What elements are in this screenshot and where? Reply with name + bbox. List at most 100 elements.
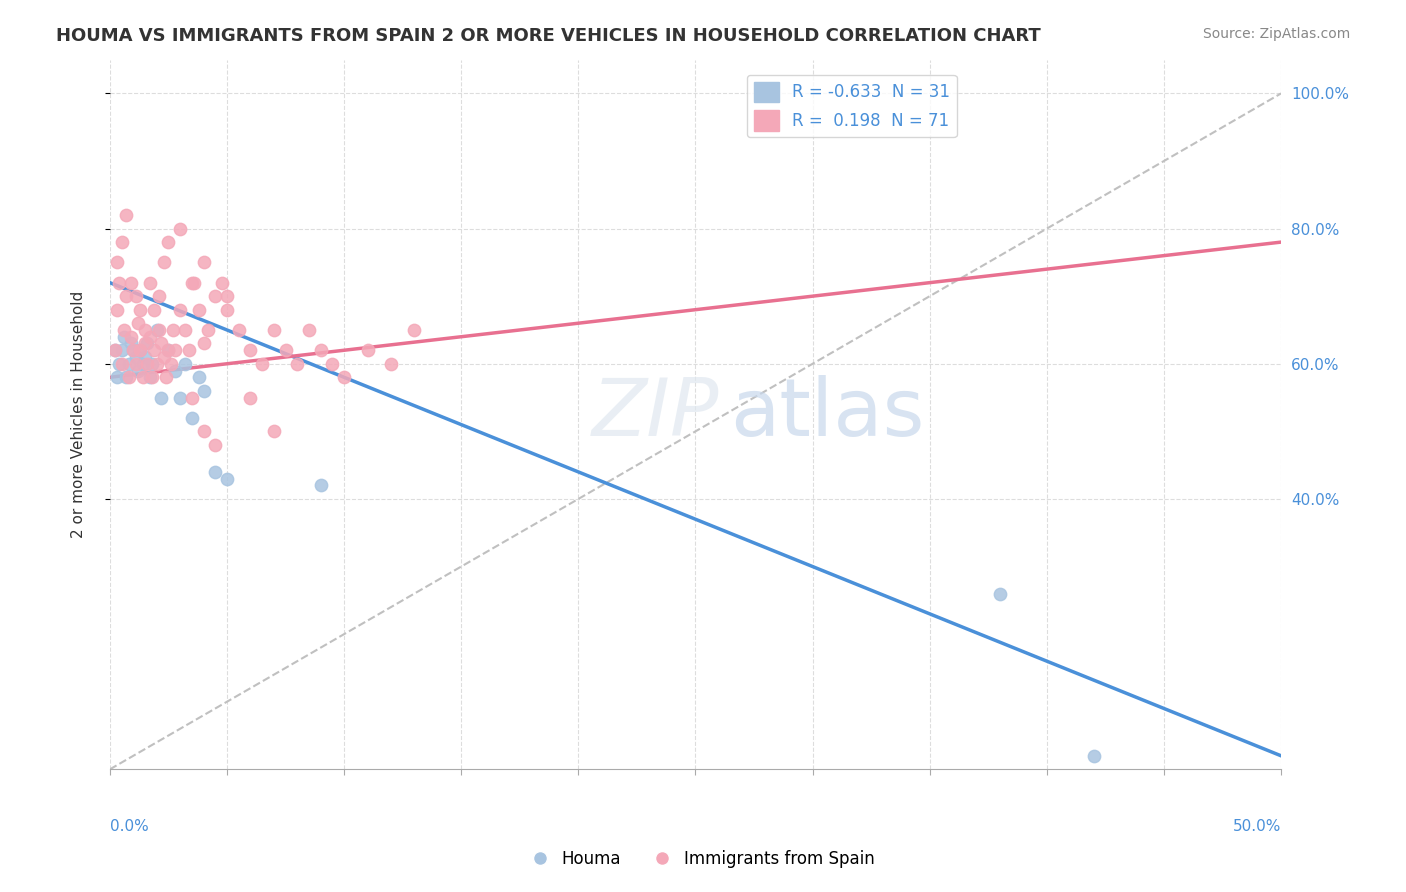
Point	[197, 323, 219, 337]
Point	[215, 302, 238, 317]
Point	[180, 276, 202, 290]
Point	[356, 343, 378, 358]
Point	[143, 302, 166, 317]
Point	[122, 343, 145, 358]
Point	[110, 235, 132, 249]
Point	[117, 357, 139, 371]
Point	[141, 357, 163, 371]
Point	[263, 323, 285, 337]
Point	[117, 370, 139, 384]
Point	[112, 329, 135, 343]
Point	[239, 391, 262, 405]
Text: Source: ZipAtlas.com: Source: ZipAtlas.com	[1202, 27, 1350, 41]
Point	[204, 289, 226, 303]
Point	[169, 221, 191, 235]
Point	[309, 343, 332, 358]
Point	[105, 255, 128, 269]
Point	[129, 302, 152, 317]
Point	[179, 343, 201, 358]
Point	[124, 357, 146, 371]
Point	[134, 336, 156, 351]
Point	[228, 323, 250, 337]
Point	[120, 336, 142, 351]
Point	[239, 343, 262, 358]
Point	[173, 323, 195, 337]
Point	[112, 323, 135, 337]
Point	[157, 235, 180, 249]
Point	[122, 343, 145, 358]
Point	[159, 357, 181, 371]
Legend: Houma, Immigrants from Spain: Houma, Immigrants from Spain	[524, 844, 882, 875]
Text: atlas: atlas	[731, 376, 925, 453]
Point	[115, 289, 138, 303]
Point	[250, 357, 273, 371]
Point	[165, 363, 187, 377]
Point	[404, 323, 426, 337]
Point	[110, 343, 132, 358]
Point	[148, 323, 170, 337]
Point	[127, 363, 149, 377]
Point	[155, 370, 177, 384]
Point	[115, 370, 138, 384]
Point	[105, 370, 128, 384]
Point	[204, 438, 226, 452]
Text: ZIP: ZIP	[592, 376, 718, 453]
Point	[193, 336, 215, 351]
Point	[180, 391, 202, 405]
Point	[136, 357, 159, 371]
Point	[150, 336, 173, 351]
Point	[115, 208, 138, 222]
Point	[134, 350, 156, 364]
Point	[274, 343, 297, 358]
Point	[103, 343, 125, 358]
Point	[138, 329, 160, 343]
Point	[187, 302, 209, 317]
Point	[157, 343, 180, 358]
Point	[138, 276, 160, 290]
Point	[180, 410, 202, 425]
Text: 0.0%: 0.0%	[110, 819, 149, 834]
Point	[129, 343, 152, 358]
Point	[285, 357, 308, 371]
Point	[193, 425, 215, 439]
Point	[321, 357, 343, 371]
Point	[215, 289, 238, 303]
Point	[134, 323, 156, 337]
Text: 50.0%: 50.0%	[1233, 819, 1281, 834]
Point	[193, 384, 215, 398]
Point	[211, 276, 233, 290]
Text: HOUMA VS IMMIGRANTS FROM SPAIN 2 OR MORE VEHICLES IN HOUSEHOLD CORRELATION CHART: HOUMA VS IMMIGRANTS FROM SPAIN 2 OR MORE…	[56, 27, 1040, 45]
Point	[148, 289, 170, 303]
Point	[162, 323, 184, 337]
Legend: R = -0.633  N = 31, R =  0.198  N = 71: R = -0.633 N = 31, R = 0.198 N = 71	[747, 75, 956, 137]
Point	[103, 343, 125, 358]
Point	[143, 343, 166, 358]
Point	[145, 357, 167, 371]
Point	[193, 255, 215, 269]
Point	[150, 391, 173, 405]
Point	[988, 586, 1011, 600]
Point	[120, 276, 142, 290]
Point	[333, 370, 356, 384]
Point	[152, 255, 174, 269]
Point	[169, 391, 191, 405]
Point	[204, 465, 226, 479]
Point	[263, 425, 285, 439]
Point	[380, 357, 402, 371]
Point	[173, 357, 195, 371]
Point	[136, 336, 159, 351]
Point	[298, 323, 321, 337]
Point	[215, 472, 238, 486]
Point	[309, 478, 332, 492]
Point	[124, 350, 146, 364]
Point	[129, 343, 152, 358]
Point	[105, 302, 128, 317]
Y-axis label: 2 or more Vehicles in Household: 2 or more Vehicles in Household	[72, 291, 86, 538]
Point	[141, 370, 163, 384]
Point	[169, 302, 191, 317]
Point	[183, 276, 205, 290]
Point	[120, 329, 142, 343]
Point	[187, 370, 209, 384]
Point	[110, 357, 132, 371]
Point	[127, 316, 149, 330]
